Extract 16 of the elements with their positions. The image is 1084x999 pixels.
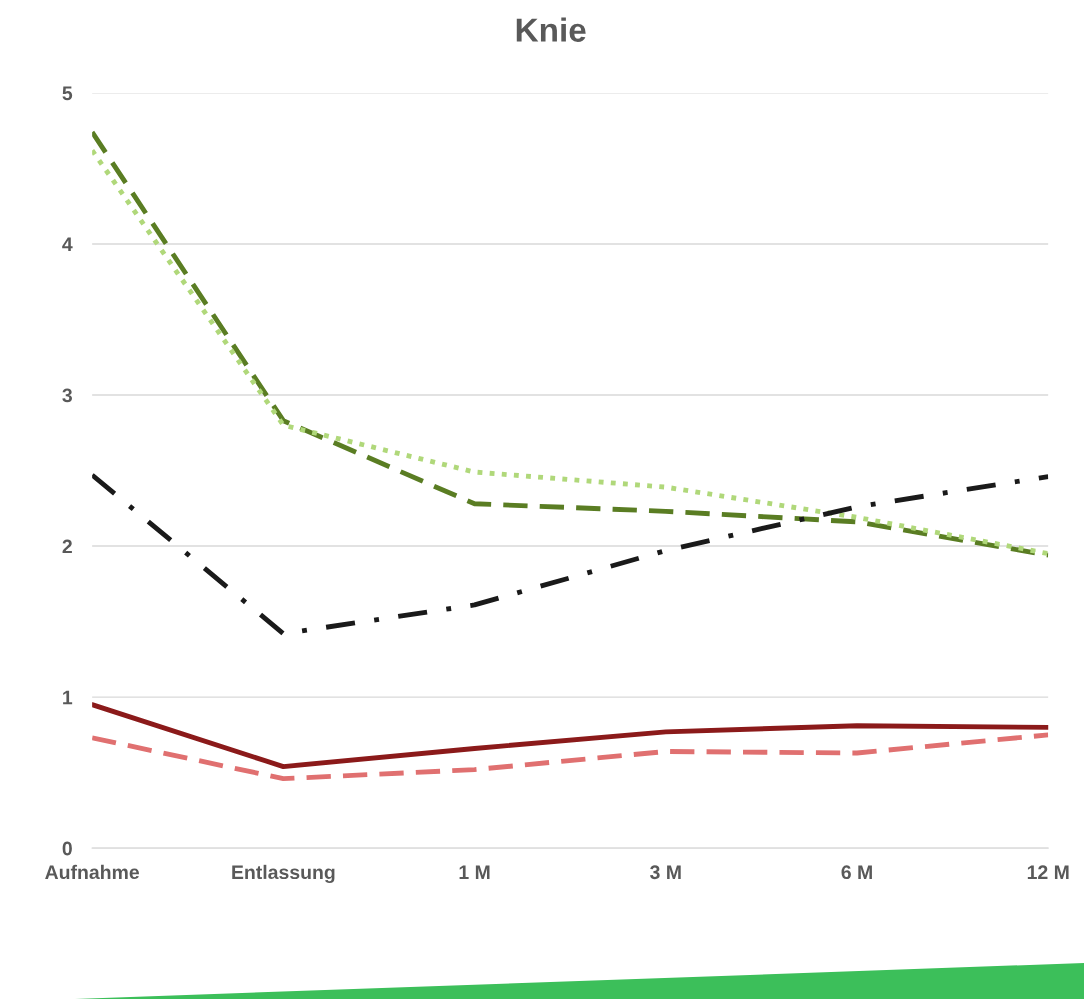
line-series — [92, 472, 1049, 637]
x-tick-label: 1 M — [459, 865, 490, 879]
y-tick-label: 0 — [62, 841, 72, 856]
y-tick-label: 3 — [62, 388, 72, 403]
x-tick-label: 6 M — [841, 865, 872, 880]
x-tick-label: 12 M — [1027, 865, 1069, 879]
y-tick-label: 4 — [62, 237, 73, 251]
x-tick-label: 3 M — [650, 865, 681, 880]
chart-title: Knie — [516, 17, 586, 42]
y-tick-label: 2 — [62, 539, 72, 554]
y-tick-label: 1 — [63, 690, 73, 705]
y-tick-label: 5 — [62, 86, 73, 101]
x-tick-label: Entlassung — [232, 864, 335, 884]
line-series — [92, 702, 1049, 770]
x-tick-label: Aufnahme — [45, 864, 140, 880]
line-series — [92, 732, 1049, 782]
